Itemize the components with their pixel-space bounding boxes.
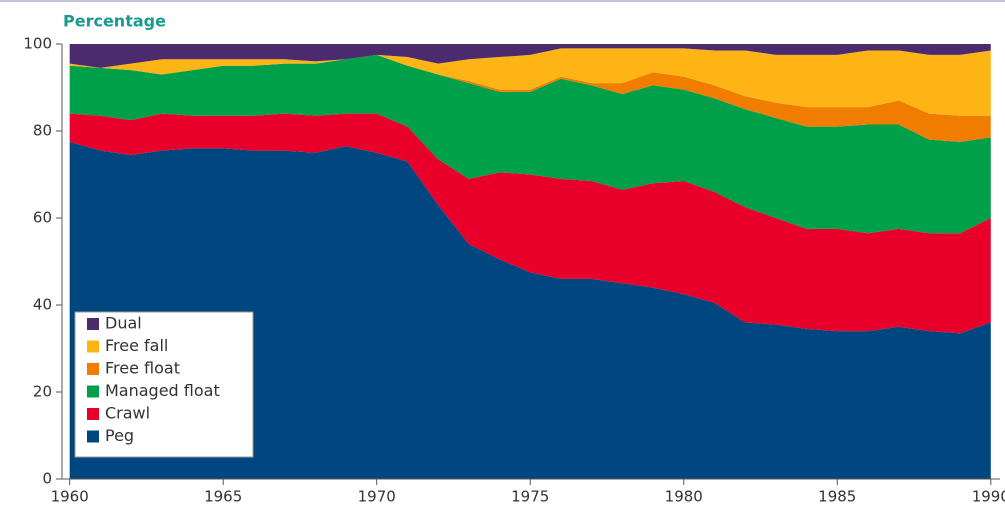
legend-swatch bbox=[87, 340, 99, 353]
legend-swatch bbox=[87, 408, 99, 420]
x-tick-label: 1975 bbox=[511, 488, 549, 506]
legend-swatch bbox=[87, 363, 99, 375]
area bbox=[69, 113, 991, 334]
area bbox=[69, 141, 991, 479]
legend-swatch bbox=[87, 318, 99, 330]
y-tick-label: 80 bbox=[33, 122, 52, 140]
y-tick-label: 20 bbox=[33, 383, 52, 401]
legend-label: Free float bbox=[105, 359, 180, 378]
legend-label: Peg bbox=[105, 426, 134, 445]
x-tick-label: 1985 bbox=[818, 488, 856, 506]
x-tick-label: 1960 bbox=[51, 488, 89, 506]
area bbox=[69, 44, 991, 68]
legend-swatch bbox=[87, 430, 99, 443]
legend-label: Crawl bbox=[105, 404, 150, 423]
legend-label: Dual bbox=[105, 314, 142, 333]
x-tick-label: 1965 bbox=[204, 488, 242, 506]
x-tick-label: 1990 bbox=[972, 488, 1005, 506]
x-tick-label: 1980 bbox=[665, 488, 703, 506]
x-tick-label: 1970 bbox=[358, 488, 396, 506]
legend-swatch bbox=[87, 385, 99, 398]
axis-title: Percentage bbox=[63, 12, 166, 31]
legend-label: Free fall bbox=[105, 336, 168, 355]
y-tick-label: 100 bbox=[23, 35, 52, 53]
area bbox=[69, 54, 991, 234]
y-tick-label: 0 bbox=[42, 470, 52, 488]
y-tick-label: 40 bbox=[33, 296, 52, 314]
area bbox=[69, 48, 991, 116]
legend-label: Managed float bbox=[105, 381, 220, 400]
legend-box bbox=[74, 311, 254, 458]
y-tick-label: 60 bbox=[33, 209, 52, 227]
